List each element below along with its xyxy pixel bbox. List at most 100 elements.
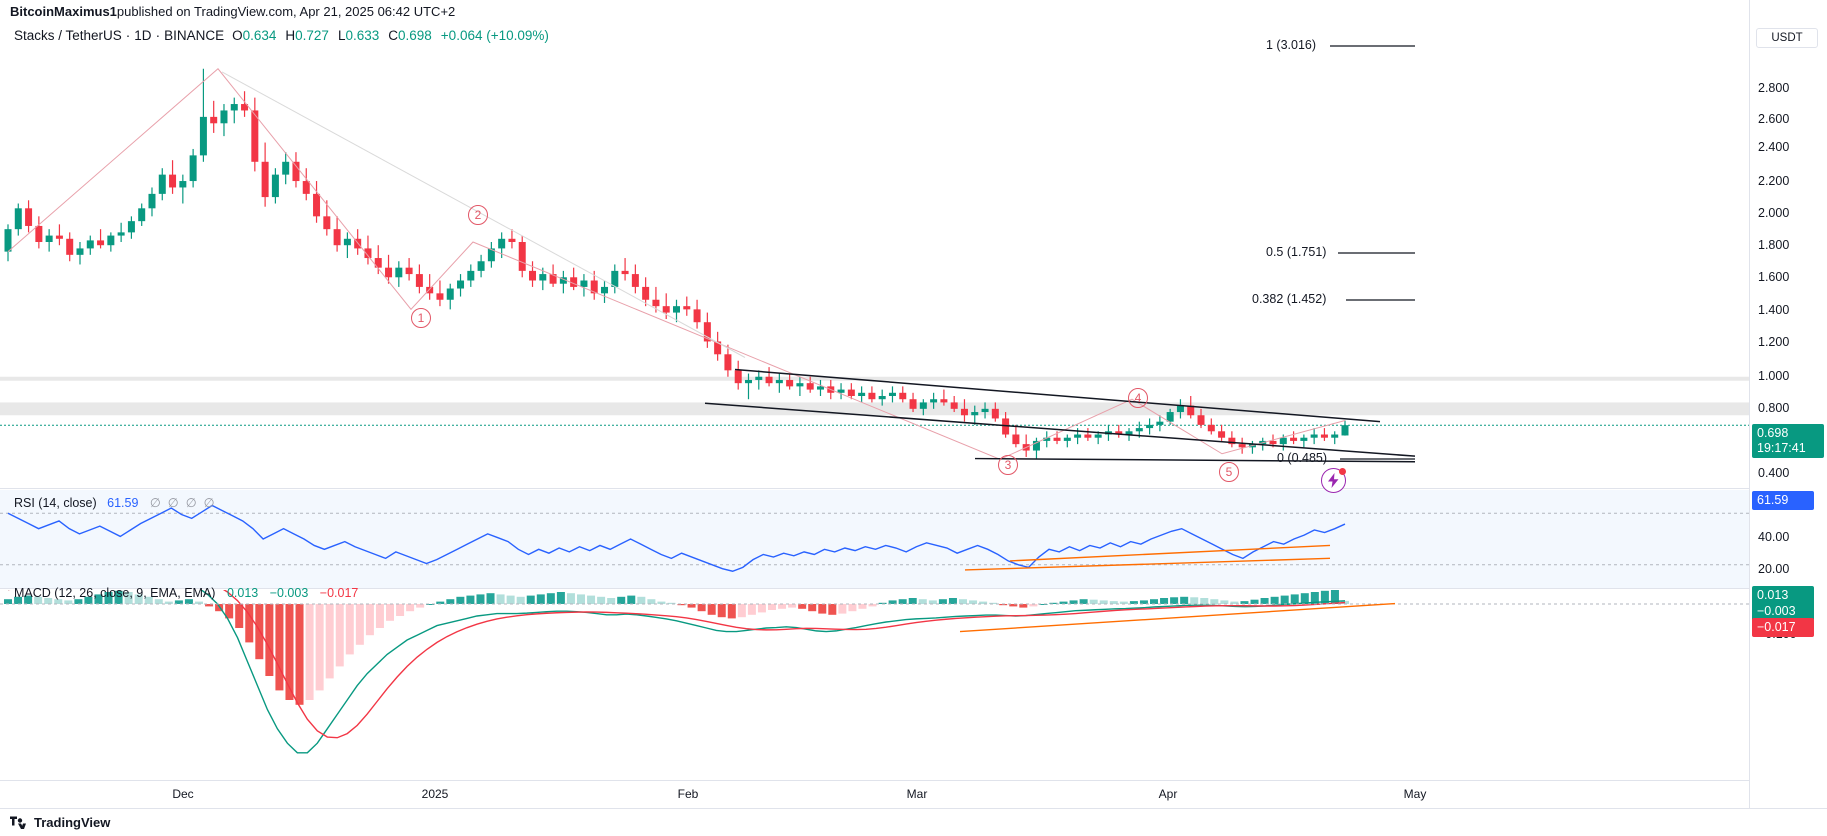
macd-histogram-bar [1260,598,1269,604]
macd-histogram-bar [506,595,515,604]
macd-histogram-bar [466,595,475,604]
price-tick: 1.000 [1758,369,1790,383]
candle-body [1279,437,1287,445]
macd-histogram-bar [1160,598,1169,604]
macd-histogram-bar [1150,599,1158,604]
lightning-alert-icon[interactable] [1321,468,1346,493]
attribution-text: published on TradingView.com, Apr 21, 20… [116,3,456,19]
wave-label-2[interactable]: 2 [468,205,488,225]
fib-level-label: 0.382 (1.452) [1252,292,1327,306]
macd-histogram-bar [84,596,93,604]
macd-histogram-bar [948,598,957,604]
wave-label-5[interactable]: 5 [1219,462,1239,482]
macd-histogram-bar [1119,601,1128,604]
attribution-bar: BitcoinMaximus1 published on TradingView… [0,0,1827,22]
macd-histogram-bar [134,594,143,604]
candle-body [601,286,609,294]
candle-body [487,248,495,262]
candle-body [1331,434,1339,438]
candle-body [343,238,351,246]
candle-body [847,389,855,396]
rsi-chart-svg [0,490,1749,588]
time-axis[interactable]: Dec 2025 Feb Mar Apr May [0,780,1749,808]
candle-body [508,238,516,242]
candle-body [251,110,259,162]
candle-body [436,293,444,300]
wave-label-4[interactable]: 4 [1128,388,1148,408]
candle-body [395,267,403,278]
rsi-legend[interactable]: RSI (14, close) 61.59 ∅∅∅∅ [14,495,221,510]
rsi-trendline-1 [964,557,1331,571]
macd-histogram-bar [677,604,686,606]
candle-body [1187,405,1195,416]
macd-histogram-bar [868,604,877,607]
candle-body [662,306,670,313]
macd-histogram-bar [1290,594,1299,604]
macd-histogram-bar [396,604,405,616]
candle-body [45,235,53,242]
macd-histogram-bar [536,594,545,604]
candle-body [1115,431,1123,435]
macd-histogram-bar [1230,601,1239,604]
rsi-pane[interactable] [0,490,1749,588]
currency-unit-badge[interactable]: USDT [1756,28,1818,48]
indicator-tick: 40.00 [1758,530,1790,544]
chart-legend[interactable]: Stacks / TetherUS · 1D · BINANCE O0.634 … [14,28,549,43]
macd-histogram-bar [285,604,294,700]
macd-histogram-bar [858,604,867,609]
legend-interval[interactable]: 1D [134,28,152,43]
candle-body [1084,434,1092,438]
candle-body [744,379,752,384]
price-tick: 0.400 [1758,466,1790,480]
macd-histogram-bar [888,600,897,604]
macd-pane[interactable] [0,590,1749,775]
macd-histogram-bar [1059,601,1068,604]
candle-body [1063,437,1071,441]
legend-exchange[interactable]: BINANCE [164,28,225,43]
macd-histogram-bar [365,604,374,636]
macd-legend[interactable]: MACD (12, 26, close, 9, EMA, EMA) 0.013 … [14,586,358,600]
price-axis[interactable]: USDT 2.800 2.600 2.400 2.200 2.000 1.800 1.600… [1749,0,1827,836]
tradingview-logo-icon [10,816,26,829]
macd-histogram-bar [1280,595,1289,604]
macd-histogram-bar [386,604,394,621]
candle-body [1032,440,1040,451]
macd-histogram-bar [154,599,163,604]
candle-body [457,280,465,289]
candle-body [364,248,372,259]
candle-body [858,392,866,396]
macd-histogram-bar [74,599,83,604]
pane-divider-rsi [0,488,1827,489]
macd-histogram-bar [1069,600,1078,604]
value-area-band [0,402,1749,416]
macd-histogram-bar [1200,598,1209,604]
candle-body [991,408,999,419]
macd-histogram-bar [788,604,797,608]
candle-body [549,274,557,284]
candle-body [683,306,691,310]
macd-histogram-bar [637,596,646,604]
trendline [974,457,1416,463]
candle-body [559,277,567,284]
macd-histogram-bar [989,602,998,604]
macd-histogram-bar [1019,604,1028,608]
candle-body [960,408,968,416]
price-pane[interactable] [0,22,1749,488]
legend-symbol[interactable]: Stacks / TetherUS [14,28,122,43]
macd-histogram-bar [1240,601,1249,604]
macd-histogram-bar [526,595,535,604]
macd-histogram-bar [406,604,415,612]
footer-bar: TradingView [0,808,1827,836]
candle-body [714,341,722,355]
macd-histogram-bar [1341,600,1349,604]
wave-label-3[interactable]: 3 [998,455,1018,475]
wave-label-1[interactable]: 1 [411,308,431,328]
candle-body [14,208,22,230]
macd-value-3: −0.017 [319,586,359,600]
macd-histogram-bar [335,604,344,667]
macd-histogram-bar [1180,596,1189,604]
macd-histogram-bar [938,599,947,604]
macd-histogram-bar [446,599,455,604]
candle-body [1074,434,1082,438]
macd-histogram-bar [426,604,435,605]
